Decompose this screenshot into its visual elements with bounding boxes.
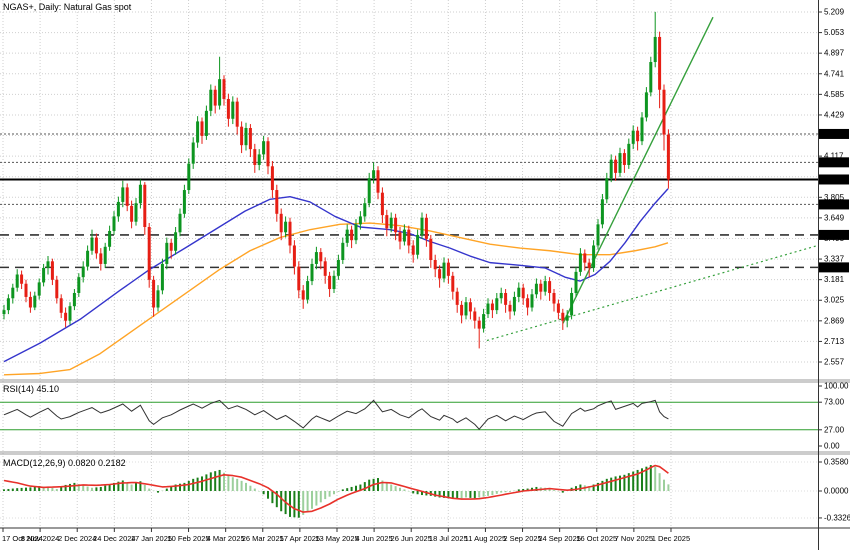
- level-price-badge: 3.274: [823, 263, 844, 272]
- date-tick: 26 Jun 2025: [391, 534, 432, 543]
- date-tick: 2 Sep 2025: [503, 534, 541, 543]
- rsi-scale-tick: 27.00: [824, 425, 845, 434]
- price-tick: 3.649: [824, 213, 845, 222]
- date-tick: 18 Jul 2025: [429, 534, 468, 543]
- date-tick: 24 Sep 2025: [538, 534, 581, 543]
- date-tick: 17 Jan 2025: [131, 534, 172, 543]
- rsi-scale-tick: 73.00: [824, 398, 845, 407]
- date-tick: 16 Oct 2025: [576, 534, 617, 543]
- level-price-badge: 3.520: [823, 230, 844, 239]
- price-tick: 3.337: [824, 255, 845, 264]
- price-tick: 3.805: [824, 193, 845, 202]
- chart-title: NGAS+, Daily: Natural Gas spot: [3, 2, 132, 12]
- macd-label: MACD(12,26,9) 0.0820 0.2182: [3, 458, 126, 468]
- price-tick: 3.025: [824, 296, 845, 305]
- date-tick: 1 Dec 2025: [652, 534, 690, 543]
- level-price-badge: 4.285: [823, 129, 844, 138]
- date-tick: 7 Nov 2025: [615, 534, 653, 543]
- price-tick: 5.209: [824, 8, 845, 17]
- date-tick: 26 Mar 2025: [242, 534, 284, 543]
- date-tick: 24 Dec 2024: [93, 534, 136, 543]
- rsi-plot[interactable]: [0, 399, 818, 431]
- macd-scale-tick: -0.3326: [824, 513, 850, 522]
- date-tick: 8 Nov 2024: [21, 534, 59, 543]
- price-tick: 2.713: [824, 337, 845, 346]
- date-tick: 13 May 2025: [315, 534, 358, 543]
- price-tick: 4.897: [824, 49, 845, 58]
- date-tick: 17 Oct 2024: [2, 534, 43, 543]
- rsi-scale-tick: 0.00: [824, 442, 840, 451]
- price-tick: 4.117: [824, 152, 844, 161]
- price-tick: 2.869: [824, 316, 845, 325]
- macd-scale-tick: 0.0000: [824, 487, 849, 496]
- price-tick: 4.741: [824, 69, 845, 78]
- price-tick: 4.585: [824, 90, 845, 99]
- date-tick: 11 Aug 2025: [465, 534, 507, 543]
- date-tick: 4 Jun 2025: [356, 534, 393, 543]
- grid-lines: [0, 0, 818, 528]
- main-price-plot[interactable]: [0, 11, 850, 376]
- macd-scale-tick: 0.3580: [824, 458, 849, 467]
- macd-plot[interactable]: [0, 461, 818, 519]
- rsi-label: RSI(14) 45.10: [3, 384, 59, 394]
- level-price-badge: 3.751: [823, 200, 844, 209]
- price-tick: 5.053: [824, 28, 845, 37]
- price-tick: 4.429: [824, 110, 845, 119]
- rsi-scale-tick: 100.00: [824, 382, 849, 391]
- price-tick: 2.557: [824, 358, 845, 367]
- current-price-badge: 3.940: [823, 175, 844, 184]
- date-tick: 10 Feb 2025: [167, 534, 209, 543]
- date-tick: 2 Dec 2024: [58, 534, 96, 543]
- level-price-badge: 4.070: [823, 158, 844, 167]
- date-tick: 4 Mar 2025: [207, 534, 245, 543]
- date-tick: 17 Apr 2025: [280, 534, 320, 543]
- price-tick: 3.181: [824, 275, 845, 284]
